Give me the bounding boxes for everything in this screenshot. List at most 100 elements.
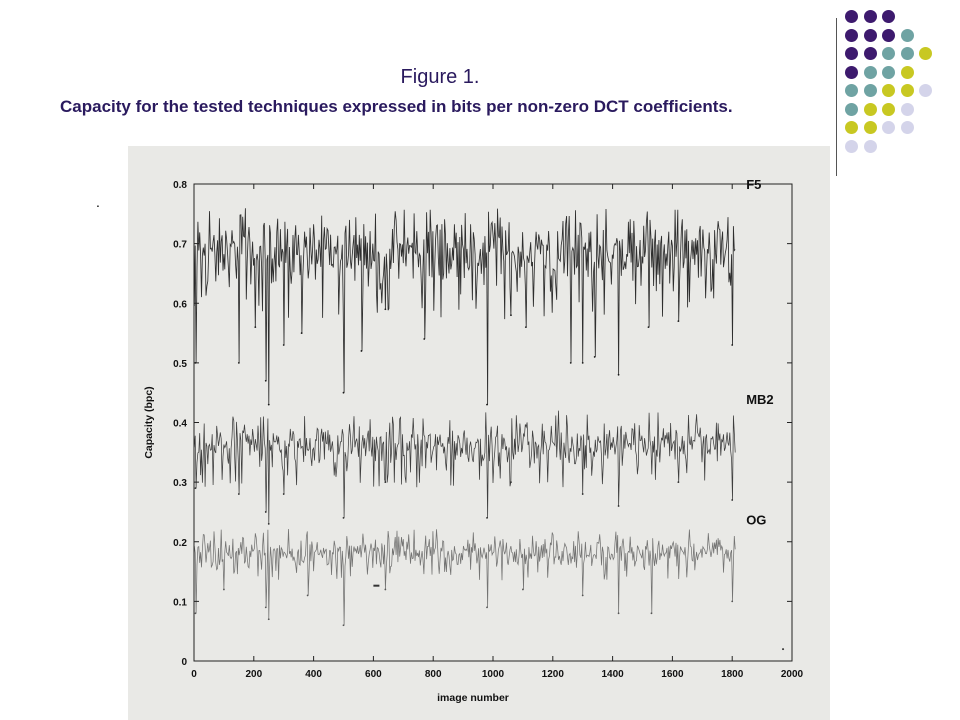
decorative-dot bbox=[900, 84, 914, 97]
decorative-dot bbox=[863, 10, 877, 23]
series-dip-point bbox=[510, 481, 512, 484]
x-tick-label: 0 bbox=[191, 669, 197, 680]
decorative-dot bbox=[863, 102, 877, 116]
series-dip-point bbox=[731, 499, 734, 501]
series-dip-point bbox=[306, 594, 309, 597]
series-dip-point bbox=[677, 481, 680, 484]
decorative-dot bbox=[882, 10, 895, 23]
decorative-dot bbox=[863, 28, 877, 42]
divider-line bbox=[836, 18, 837, 176]
series-mb2 bbox=[193, 410, 736, 525]
y-tick-label: 0.5 bbox=[173, 359, 187, 370]
decorative-dot bbox=[863, 47, 877, 60]
axis-layer bbox=[193, 183, 793, 662]
series-dip-point bbox=[360, 350, 363, 352]
decorative-dot bbox=[919, 84, 932, 97]
series-dip-point bbox=[617, 612, 620, 615]
x-tick-label: 1600 bbox=[661, 669, 684, 680]
series-line-mb2 bbox=[193, 410, 736, 524]
series-layer bbox=[193, 208, 736, 627]
series-line-og bbox=[193, 528, 736, 626]
y-tick-label: 0.1 bbox=[173, 597, 187, 608]
series-dip-point bbox=[731, 344, 734, 346]
decorative-dot bbox=[900, 121, 914, 134]
series-label-og: OG bbox=[746, 513, 766, 528]
series-dip-point bbox=[510, 314, 512, 317]
plot-frame bbox=[193, 183, 793, 662]
series-dip-point bbox=[524, 326, 527, 328]
decorative-dot bbox=[845, 102, 858, 116]
decorative-dot bbox=[863, 121, 877, 134]
decorative-dot bbox=[845, 10, 858, 23]
series-dip-point bbox=[486, 517, 488, 519]
series-dip-point bbox=[267, 618, 270, 621]
y-tick-label: 0.7 bbox=[173, 240, 187, 251]
x-tick-label: 200 bbox=[245, 669, 262, 680]
decorative-dot bbox=[845, 28, 858, 42]
series-label-f5: F5 bbox=[746, 177, 761, 192]
decorative-dot bbox=[845, 65, 858, 79]
series-dip-point bbox=[342, 517, 345, 519]
series-dip-point bbox=[617, 505, 620, 507]
decorative-dot bbox=[919, 47, 932, 60]
decorative-dot bbox=[900, 102, 914, 116]
series-dip-point bbox=[264, 379, 267, 382]
label-layer: 0 200 400 600 800 1000 1200 1400 1600 1800 2000 0 0.… bbox=[143, 177, 804, 704]
x-tick-label: 800 bbox=[425, 669, 442, 680]
scan-speck bbox=[782, 648, 785, 651]
series-dip-point bbox=[569, 361, 572, 364]
bullet-point: . bbox=[96, 194, 100, 210]
series-dip-point bbox=[647, 326, 650, 328]
y-tick-label: 0.3 bbox=[173, 478, 187, 489]
y-tick-label: 0.6 bbox=[173, 299, 187, 310]
decorative-dot bbox=[882, 28, 895, 42]
series-dip-point bbox=[342, 391, 345, 394]
decorative-dot-grid bbox=[845, 10, 955, 160]
series-dip-point bbox=[237, 493, 240, 495]
decorative-dot bbox=[863, 65, 877, 79]
decorative-dot bbox=[863, 84, 877, 97]
series-dip-point bbox=[267, 522, 270, 525]
decorative-dot bbox=[845, 139, 858, 153]
decorative-dot bbox=[863, 139, 877, 153]
x-tick-label: 1800 bbox=[721, 669, 744, 680]
series-dip-point bbox=[384, 588, 387, 591]
x-axis-title: image number bbox=[437, 692, 509, 704]
decorative-dot bbox=[845, 84, 858, 97]
decorative-dot bbox=[882, 84, 895, 97]
series-dip-point bbox=[486, 403, 488, 406]
scan-speck bbox=[373, 584, 380, 587]
series-dip-point bbox=[593, 356, 596, 358]
series-dip-point bbox=[384, 308, 387, 311]
series-label-mb2: MB2 bbox=[746, 392, 773, 407]
y-tick-label: 0.2 bbox=[173, 538, 187, 549]
series-dip-point bbox=[254, 326, 257, 328]
y-tick-label: 0.4 bbox=[173, 419, 187, 430]
series-dip-point bbox=[300, 332, 303, 334]
decorative-dot bbox=[882, 65, 895, 79]
series-dip-point bbox=[223, 588, 225, 591]
x-tick-label: 1200 bbox=[542, 669, 565, 680]
series-dip-point bbox=[650, 612, 653, 615]
x-tick-label: 600 bbox=[365, 669, 382, 680]
series-dip-point bbox=[194, 612, 197, 615]
slide-title: Figure 1. bbox=[400, 66, 480, 88]
series-dip-point bbox=[581, 493, 584, 495]
decorative-dot bbox=[882, 47, 895, 60]
y-axis-title: Capacity (bpc) bbox=[143, 386, 155, 458]
series-dip-point bbox=[282, 493, 285, 495]
series-dip-point bbox=[581, 594, 584, 597]
decorative-dot bbox=[882, 102, 895, 116]
x-tick-label: 400 bbox=[305, 669, 322, 680]
series-f5 bbox=[193, 208, 736, 406]
series-dip-point bbox=[731, 600, 734, 603]
series-og bbox=[193, 528, 736, 627]
series-dip-point bbox=[677, 320, 680, 323]
series-dip-point bbox=[522, 588, 524, 591]
series-line-f5 bbox=[193, 208, 736, 405]
x-tick-label: 1400 bbox=[601, 669, 624, 680]
x-tick-label: 1000 bbox=[482, 669, 505, 680]
y-tick-label: 0 bbox=[181, 657, 187, 668]
series-dip-point bbox=[264, 511, 267, 513]
series-dip-point bbox=[194, 487, 197, 489]
